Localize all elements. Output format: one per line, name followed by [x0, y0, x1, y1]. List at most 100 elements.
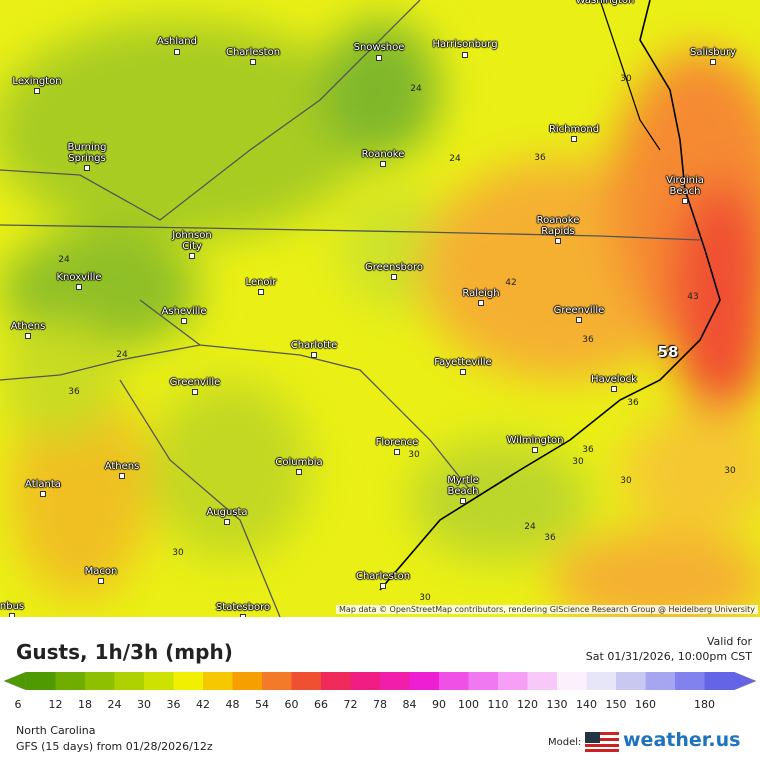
- city-marker: [532, 447, 538, 453]
- colorbar-swatch: [232, 672, 263, 690]
- contour-label: 42: [505, 278, 517, 288]
- city-label: Greensboro: [365, 262, 423, 273]
- city-marker: [258, 289, 264, 295]
- colorbar-swatch: [262, 672, 292, 690]
- colorbar-arrow-low: [3, 671, 27, 691]
- city-marker: [380, 161, 386, 167]
- model-label: Model:: [548, 737, 582, 748]
- colorbar-swatch: [409, 672, 440, 690]
- city-marker: [555, 238, 561, 244]
- colorbar-tick-label: 18: [78, 698, 92, 711]
- city-marker: [710, 59, 716, 65]
- brand[interactable]: weather.us: [623, 729, 741, 751]
- contour-label: 30: [419, 593, 431, 603]
- colorbar-swatch: [291, 672, 322, 690]
- city-marker: [611, 386, 617, 392]
- colorbar-swatch: [704, 672, 735, 690]
- city-label: Lenoir: [245, 277, 277, 288]
- city-label: Greenville: [553, 305, 605, 316]
- city-marker: [380, 583, 386, 589]
- city-marker: [192, 389, 198, 395]
- colorbar-swatch: [557, 672, 587, 690]
- colorbar-tick-label: 30: [137, 698, 151, 711]
- contour-label: 30: [408, 450, 420, 460]
- contour-label: 36: [544, 533, 556, 543]
- colorbar-swatch: [380, 672, 410, 690]
- city-label: Virginia Beach: [666, 175, 704, 197]
- city-label: Roanoke Rapids: [536, 215, 580, 237]
- contour-label: 43: [687, 292, 699, 302]
- city-marker: [34, 88, 40, 94]
- colorbar-swatch: [26, 672, 56, 690]
- city-marker: [394, 449, 400, 455]
- colorbar-tick-label: 160: [635, 698, 656, 711]
- map-fill: [0, 0, 760, 617]
- city-label: Atlanta: [25, 479, 61, 490]
- city-label: Roanoke: [361, 149, 405, 160]
- city-label: Florence: [375, 437, 419, 448]
- city-label: Havelock: [591, 374, 637, 385]
- city-marker: [460, 498, 466, 504]
- city-marker: [40, 491, 46, 497]
- city-marker: [240, 614, 246, 617]
- city-marker: [478, 300, 484, 306]
- contour-label: 30: [620, 74, 632, 84]
- city-marker: [224, 519, 230, 525]
- colorbar-swatch: [645, 672, 676, 690]
- colorbar-tick-label: 130: [547, 698, 568, 711]
- contour-label: 30: [724, 466, 736, 476]
- contour-label: 24: [524, 522, 536, 532]
- colorbar-tick-label: 140: [576, 698, 597, 711]
- city-marker: [376, 55, 382, 61]
- city-label: nbus: [0, 601, 25, 612]
- colorbar-swatch: [203, 672, 233, 690]
- city-label: Knoxville: [56, 272, 102, 283]
- city-label: Washington: [575, 0, 635, 6]
- colorbar-tick-label: 72: [344, 698, 358, 711]
- contour-label: 24: [410, 84, 422, 94]
- contour-label: 30: [572, 457, 584, 467]
- city-marker: [189, 253, 195, 259]
- city-marker: [296, 469, 302, 475]
- contour-label: 24: [116, 350, 128, 360]
- city-label: Greenville: [169, 377, 221, 388]
- colorbar-tick-label: 12: [49, 698, 63, 711]
- colorbar-swatch: [144, 672, 174, 690]
- colorbar-swatch: [586, 672, 617, 690]
- city-label: Charleston: [355, 571, 411, 582]
- colorbar-swatch: [55, 672, 86, 690]
- colorbar-tick-label: 84: [403, 698, 417, 711]
- colorbar-tick-label: 60: [285, 698, 299, 711]
- colorbar-tick-label: 150: [606, 698, 627, 711]
- contour-label: 24: [449, 154, 461, 164]
- city-label: Snowshoe: [353, 42, 405, 53]
- colorbar-swatch: [321, 672, 351, 690]
- city-label: Charlotte: [290, 340, 338, 351]
- attribution: Map data © OpenStreetMap contributors, r…: [336, 605, 758, 614]
- legend-title: Gusts, 1h/3h (mph): [16, 640, 233, 664]
- valid-time: Sat 01/31/2026, 10:00pm CST: [585, 650, 752, 663]
- valid-label: Valid for: [706, 635, 752, 648]
- colorbar-swatch: [350, 672, 381, 690]
- city-label: Myrtle Beach: [447, 475, 479, 497]
- colorbar-tick-label: 78: [373, 698, 387, 711]
- city-label: Raleigh: [462, 288, 500, 299]
- colorbar-swatch: [173, 672, 204, 690]
- colorbar-swatch: [114, 672, 145, 690]
- city-label: Statesboro: [215, 602, 271, 613]
- model-run: GFS (15 days) from 01/28/2026/12z: [16, 740, 213, 753]
- city-marker: [25, 333, 31, 339]
- city-marker: [311, 352, 317, 358]
- city-marker: [84, 165, 90, 171]
- colorbar-tick-label: 48: [226, 698, 240, 711]
- city-marker: [682, 198, 688, 204]
- city-label: Johnson City: [172, 230, 212, 252]
- colorbar-tick-label: 110: [488, 698, 509, 711]
- city-label: Charleston: [225, 47, 281, 58]
- city-label: Harrisonburg: [432, 39, 498, 50]
- contour-label: 36: [582, 445, 594, 455]
- city-marker: [391, 274, 397, 280]
- city-label: Ashland: [157, 36, 197, 47]
- city-label: Columbia: [275, 457, 323, 468]
- city-marker: [98, 578, 104, 584]
